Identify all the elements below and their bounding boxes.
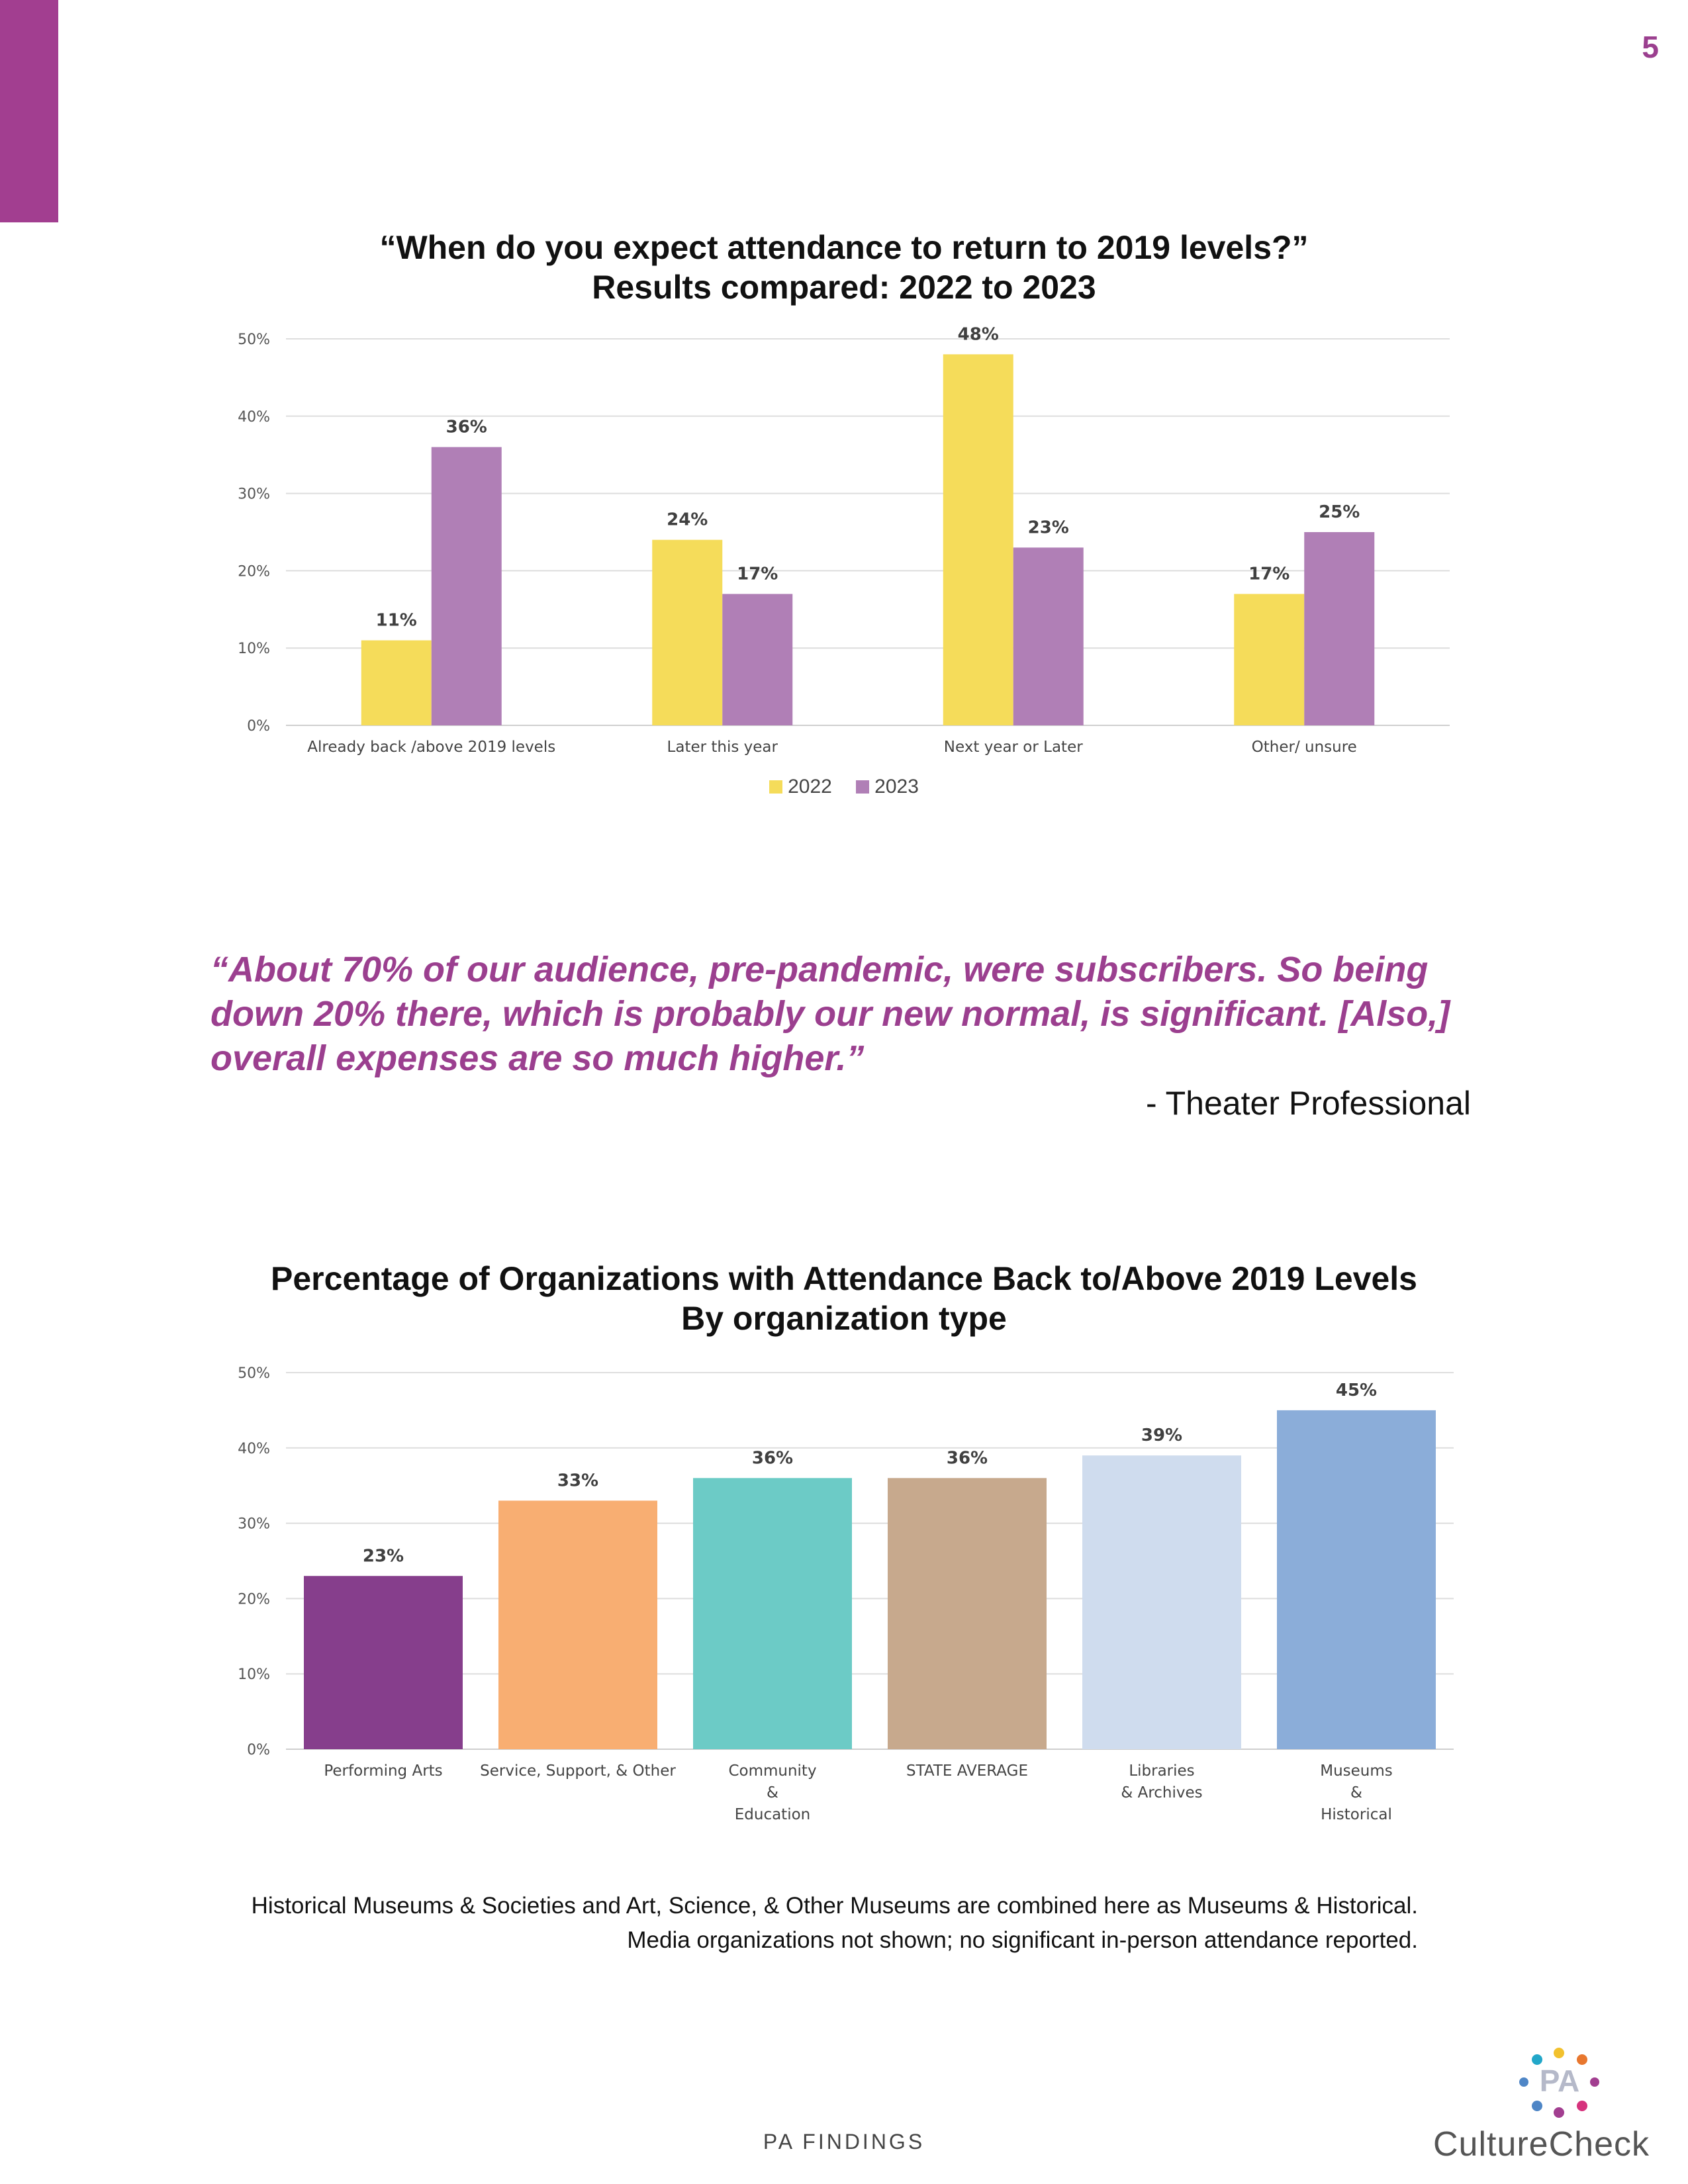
bar [304, 1576, 463, 1749]
y-tick-label: 50% [238, 1365, 270, 1382]
y-tick-label: 10% [238, 1666, 270, 1683]
legend-label-2022: 2022 [788, 776, 832, 797]
data-label: 45% [1336, 1381, 1377, 1400]
bar-2022 [1234, 594, 1305, 725]
chart1-legend: 2022 2023 [0, 776, 1688, 798]
legend-label-2023: 2023 [874, 776, 919, 797]
y-tick-label: 20% [238, 563, 270, 580]
culturecheck-logo: PA CultureCheck [1425, 2045, 1650, 2164]
quote-attribution: - Theater Professional [1146, 1085, 1471, 1122]
data-label: 24% [667, 510, 708, 530]
bar-2023 [1304, 532, 1375, 725]
x-tick-label: Next year or Later [944, 739, 1083, 756]
x-tick-label: Education [735, 1806, 811, 1823]
bar-2022 [652, 539, 723, 725]
legend-swatch-2022 [769, 780, 783, 794]
chart1-title-line1: “When do you expect attendance to return… [379, 229, 1309, 266]
bar [498, 1500, 657, 1749]
data-label: 17% [1248, 564, 1289, 584]
y-tick-label: 0% [247, 718, 270, 735]
bar [1082, 1455, 1241, 1749]
y-tick-label: 40% [238, 1441, 270, 1457]
data-label: 39% [1141, 1426, 1182, 1445]
bar-2022 [943, 354, 1013, 725]
logo-name: CultureCheck [1432, 2125, 1650, 2163]
data-label: 23% [1028, 518, 1069, 537]
legend-swatch-2023 [856, 780, 870, 794]
attendance-return-chart: 0% 10% 20% 30% 40% 50% 11% 36% Already back /abo… [238, 324, 1450, 756]
data-label: 25% [1319, 502, 1360, 522]
logo-dot [1554, 2107, 1564, 2118]
x-tick-label: Community [728, 1762, 816, 1780]
x-tick-label: Libraries [1129, 1762, 1194, 1780]
y-tick-label: 50% [238, 332, 270, 348]
x-tick-label: Service, Support, & Other [480, 1762, 676, 1780]
bar [693, 1478, 852, 1749]
data-label: 23% [363, 1546, 404, 1566]
y-tick-label: 0% [247, 1742, 270, 1758]
logo-dot [1519, 2077, 1528, 2087]
x-tick-label: & [767, 1784, 778, 1801]
logo-dot [1554, 2048, 1564, 2058]
y-tick-label: 30% [238, 1516, 270, 1533]
bar [1277, 1410, 1436, 1749]
bar [888, 1478, 1047, 1749]
footnote-line2: Media organizations not shown; no signif… [627, 1927, 1418, 1953]
x-tick-label: Performing Arts [324, 1762, 442, 1780]
footer-label: PA FINDINGS [763, 2130, 925, 2154]
data-label: 36% [446, 418, 487, 437]
data-label: 33% [557, 1471, 598, 1490]
chart2-title-line2: By organization type [681, 1300, 1007, 1337]
x-tick-label: STATE AVERAGE [906, 1762, 1028, 1780]
chart1-title: “When do you expect attendance to return… [0, 228, 1688, 307]
org-type-chart: 0% 10% 20% 30% 40% 50% 23% Performing Arts 33% Se… [238, 1365, 1454, 1823]
y-tick-label: 10% [238, 641, 270, 657]
logo-dot [1590, 2077, 1599, 2087]
bar-2023 [722, 594, 793, 725]
legend-item-2022: 2022 [769, 776, 832, 798]
x-tick-label: Already back /above 2019 levels [307, 739, 555, 756]
x-tick-label: Historical [1321, 1806, 1392, 1823]
y-tick-label: 40% [238, 409, 270, 426]
x-tick-label: & [1350, 1784, 1362, 1801]
logo-dot [1577, 2054, 1587, 2065]
logo-dot [1532, 2054, 1542, 2065]
bar-2023 [431, 447, 502, 725]
footnote-line1: Historical Museums & Societies and Art, … [251, 1893, 1418, 1919]
logo-dot [1577, 2101, 1587, 2111]
x-tick-label: Museums [1320, 1762, 1393, 1780]
logo-mark: PA [1519, 2048, 1599, 2118]
data-label: 48% [958, 324, 999, 344]
logo-dot [1532, 2101, 1542, 2111]
bar-2023 [1013, 547, 1084, 725]
y-tick-label: 20% [238, 1591, 270, 1608]
x-tick-label: Later this year [667, 739, 778, 756]
bar-2022 [361, 640, 432, 725]
x-tick-label: Other/ unsure [1252, 739, 1357, 756]
logo-mark-text: PA [1540, 2064, 1580, 2098]
pull-quote: “About 70% of our audience, pre-pandemic… [211, 950, 1450, 1078]
data-label: 17% [737, 564, 778, 584]
data-label: 36% [752, 1448, 793, 1468]
chart2-title: Percentage of Organizations with Attenda… [0, 1259, 1688, 1338]
page-number: 5 [1642, 30, 1659, 64]
x-tick-label: & Archives [1121, 1784, 1202, 1801]
data-label: 11% [376, 611, 417, 631]
legend-item-2023: 2023 [856, 776, 919, 798]
chart1-title-line2: Results compared: 2022 to 2023 [592, 269, 1096, 306]
chart2-title-line1: Percentage of Organizations with Attenda… [271, 1260, 1417, 1297]
data-label: 36% [947, 1448, 988, 1468]
corner-accent-bar [0, 0, 58, 222]
y-tick-label: 30% [238, 486, 270, 503]
